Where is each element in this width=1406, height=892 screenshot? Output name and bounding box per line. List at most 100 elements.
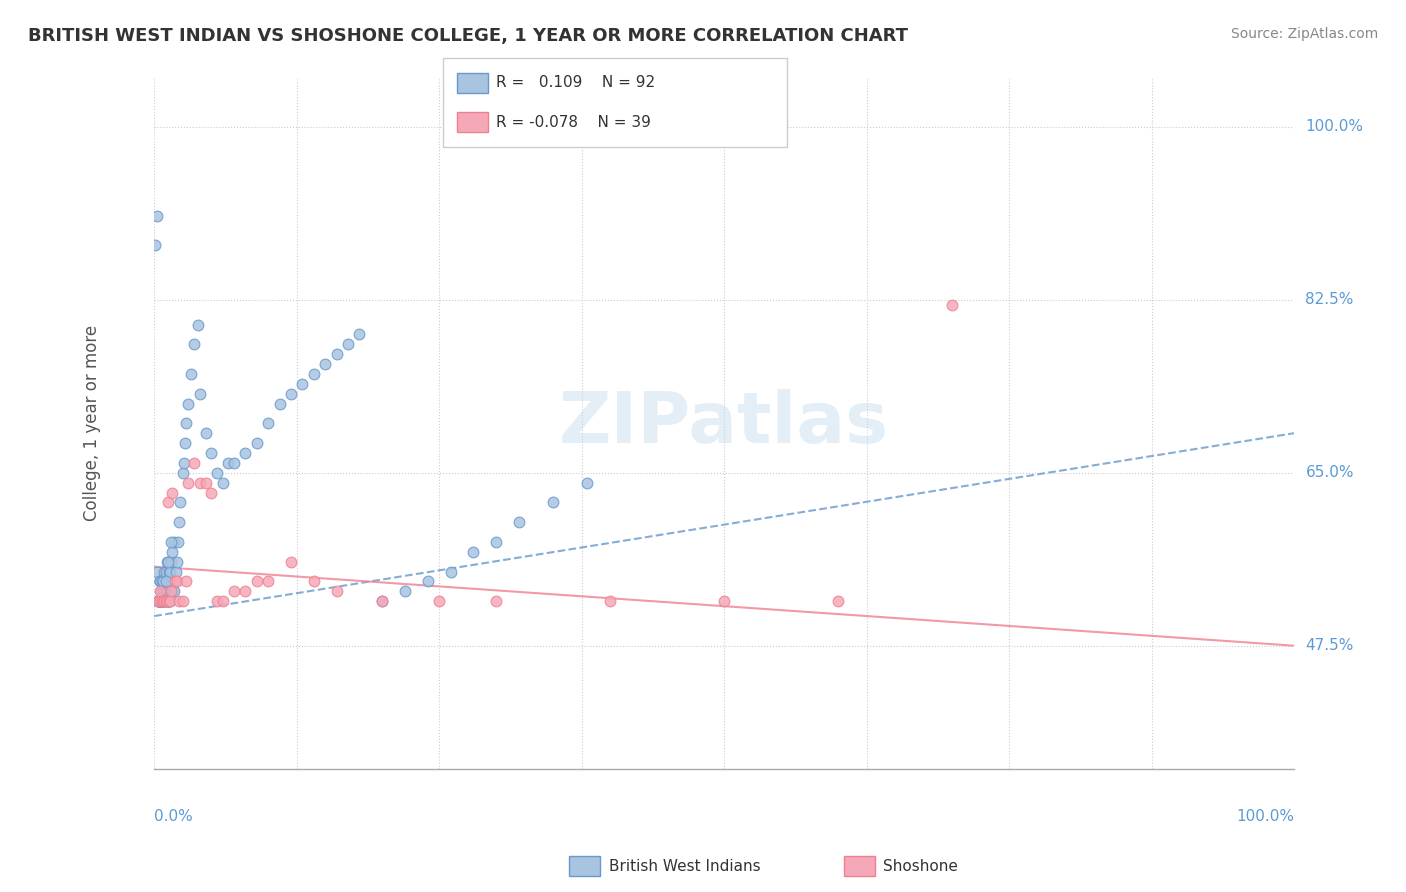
Point [280,386,302,401]
Point [149,574,172,589]
Point [146,594,169,608]
Point [541,495,564,509]
Point [146,594,169,608]
Point [156,594,179,608]
Text: 65.0%: 65.0% [1305,466,1354,480]
Point [163,574,186,589]
Point [155,574,177,589]
Point [148,594,170,608]
Point [337,337,360,351]
Point [314,357,336,371]
Point [157,594,180,608]
Text: British West Indians: British West Indians [609,859,761,873]
Text: Shoshone: Shoshone [883,859,957,873]
Point [463,545,485,559]
Point [162,535,184,549]
Point [194,475,217,490]
Point [485,535,508,549]
Point [152,594,174,608]
Point [155,594,177,608]
Point [439,565,461,579]
Point [257,417,280,431]
Point [302,574,325,589]
Point [211,594,233,608]
Point [156,495,179,509]
Point [145,238,167,252]
Point [166,574,188,589]
Point [205,466,228,480]
Point [163,574,186,589]
Point [349,327,371,342]
Point [371,594,394,608]
Point [162,485,184,500]
Point [222,584,245,599]
Point [169,594,191,608]
Point [150,594,173,608]
Point [235,584,257,599]
Point [222,456,245,470]
Point [152,574,174,589]
Text: 0.0%: 0.0% [155,809,193,824]
Point [152,584,174,599]
Point [155,594,177,608]
Point [183,337,205,351]
Point [150,594,173,608]
Point [174,574,197,589]
Point [576,475,599,490]
Point [157,594,180,608]
Point [194,426,217,441]
Point [180,367,202,381]
Point [146,594,169,608]
Point [217,456,239,470]
Point [280,555,302,569]
Point [148,594,170,608]
Point [177,475,200,490]
Point [152,594,174,608]
Point [246,574,269,589]
Point [152,594,174,608]
Point [427,594,450,608]
Point [160,555,183,569]
Point [235,446,257,460]
Point [416,574,439,589]
Point [325,584,347,599]
Point [174,436,197,450]
Point [149,574,172,589]
Text: 47.5%: 47.5% [1305,638,1354,653]
Text: College, 1 year or more: College, 1 year or more [83,326,101,522]
Point [169,495,191,509]
Point [200,485,222,500]
Point [394,584,416,599]
Point [146,594,169,608]
Point [149,594,172,608]
Point [371,594,394,608]
Point [156,584,179,599]
Point [159,594,181,608]
Point [485,594,508,608]
Point [150,594,173,608]
Point [148,594,170,608]
Point [150,574,173,589]
Point [162,545,184,559]
Point [155,584,177,599]
Point [302,367,325,381]
Point [145,565,167,579]
Point [713,594,735,608]
Point [169,515,191,529]
Point [153,594,176,608]
Point [211,475,233,490]
Point [173,456,195,470]
Point [155,565,177,579]
Point [172,466,194,480]
Point [159,565,181,579]
Point [160,584,183,599]
Point [156,594,179,608]
Point [153,594,176,608]
Point [269,396,291,410]
Point [157,565,180,579]
Text: R = -0.078    N = 39: R = -0.078 N = 39 [496,115,651,129]
Text: Source: ZipAtlas.com: Source: ZipAtlas.com [1230,27,1378,41]
Point [153,594,176,608]
Point [188,475,211,490]
Point [149,574,172,589]
